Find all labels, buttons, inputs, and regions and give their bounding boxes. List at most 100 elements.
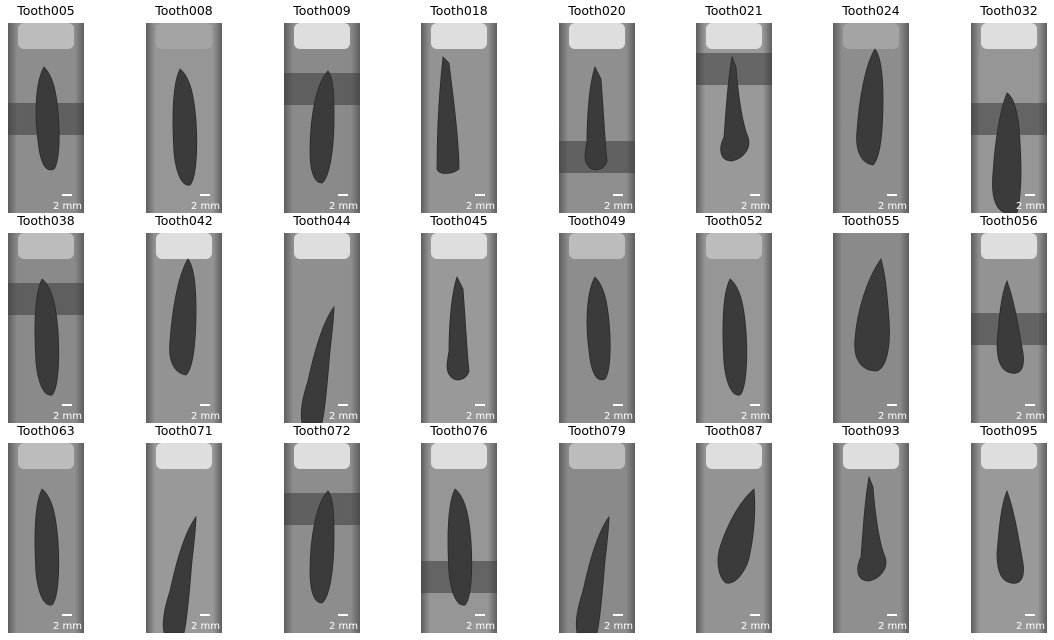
panel-title: Tooth045 bbox=[430, 213, 488, 228]
tooth-panel: Tooth072 2 mm bbox=[284, 423, 360, 633]
scale-bar-label: 2 mm bbox=[877, 411, 907, 422]
panel-title: Tooth042 bbox=[155, 213, 213, 228]
scale-bar-label: 2 mm bbox=[1015, 201, 1045, 212]
tooth-radiograph-image bbox=[696, 443, 772, 633]
scale-bar-label: 2 mm bbox=[740, 201, 770, 212]
tooth-radiograph-image bbox=[146, 443, 222, 633]
tooth-panel: Tooth093 2 mm bbox=[833, 423, 909, 633]
tooth-radiograph-image bbox=[971, 443, 1047, 633]
panel-title: Tooth087 bbox=[705, 423, 763, 438]
tooth-radiograph-image bbox=[146, 23, 222, 213]
scale-bar bbox=[750, 404, 760, 406]
scale-bar-label: 2 mm bbox=[52, 411, 82, 422]
panel-title: Tooth005 bbox=[17, 3, 75, 18]
scale-bar-label: 2 mm bbox=[877, 621, 907, 632]
panel-title: Tooth049 bbox=[568, 213, 626, 228]
tooth-radiograph-image bbox=[146, 233, 222, 423]
panel-title: Tooth072 bbox=[293, 423, 351, 438]
scale-bar-label: 2 mm bbox=[1015, 621, 1045, 632]
tooth-radiograph-image bbox=[8, 23, 84, 213]
tooth-radiograph-image bbox=[696, 23, 772, 213]
scale-bar-label: 2 mm bbox=[740, 411, 770, 422]
scale-bar bbox=[62, 404, 72, 406]
scale-bar bbox=[62, 194, 72, 196]
scale-bar bbox=[475, 614, 485, 616]
panel-title: Tooth044 bbox=[293, 213, 351, 228]
tooth-panel: Tooth009 2 mm bbox=[284, 3, 360, 213]
panel-title: Tooth063 bbox=[17, 423, 75, 438]
tooth-panel: Tooth005 2 mm bbox=[8, 3, 84, 213]
panel-title: Tooth079 bbox=[568, 423, 626, 438]
tooth-radiograph-image bbox=[284, 23, 360, 213]
panel-title: Tooth095 bbox=[980, 423, 1038, 438]
scale-bar bbox=[475, 194, 485, 196]
tooth-panel: Tooth008 2 mm bbox=[146, 3, 222, 213]
scale-bar-label: 2 mm bbox=[328, 411, 358, 422]
scale-bar bbox=[338, 404, 348, 406]
tooth-radiograph-image bbox=[284, 233, 360, 423]
tooth-radiograph-image bbox=[421, 443, 497, 633]
scale-bar-label: 2 mm bbox=[190, 621, 220, 632]
scale-bar bbox=[1025, 404, 1035, 406]
tooth-radiograph-image bbox=[559, 233, 635, 423]
tooth-radiograph-image bbox=[421, 23, 497, 213]
scale-bar bbox=[338, 194, 348, 196]
tooth-radiograph-image bbox=[559, 443, 635, 633]
tooth-radiograph-image bbox=[421, 233, 497, 423]
scale-bar-label: 2 mm bbox=[52, 201, 82, 212]
scale-bar-label: 2 mm bbox=[1015, 411, 1045, 422]
panel-title: Tooth093 bbox=[842, 423, 900, 438]
tooth-radiograph-image bbox=[8, 233, 84, 423]
scale-bar bbox=[200, 614, 210, 616]
scale-bar bbox=[475, 404, 485, 406]
scale-bar bbox=[750, 614, 760, 616]
panel-title: Tooth055 bbox=[842, 213, 900, 228]
scale-bar-label: 2 mm bbox=[190, 201, 220, 212]
panel-title: Tooth024 bbox=[842, 3, 900, 18]
tooth-panel: Tooth042 2 mm bbox=[146, 213, 222, 423]
tooth-radiograph-image bbox=[833, 233, 909, 423]
scale-bar bbox=[613, 404, 623, 406]
tooth-radiograph-image bbox=[559, 23, 635, 213]
tooth-panel: Tooth095 2 mm bbox=[971, 423, 1047, 633]
panel-title: Tooth008 bbox=[155, 3, 213, 18]
tooth-panel: Tooth044 2 mm bbox=[284, 213, 360, 423]
scale-bar bbox=[200, 404, 210, 406]
tooth-radiograph-image bbox=[971, 233, 1047, 423]
scale-bar bbox=[887, 194, 897, 196]
scale-bar bbox=[613, 614, 623, 616]
tooth-panel: Tooth052 2 mm bbox=[696, 213, 772, 423]
tooth-panel: Tooth045 2 mm bbox=[421, 213, 497, 423]
panel-title: Tooth038 bbox=[17, 213, 75, 228]
panel-title: Tooth056 bbox=[980, 213, 1038, 228]
tooth-radiograph-image bbox=[696, 233, 772, 423]
tooth-panel: Tooth049 2 mm bbox=[559, 213, 635, 423]
scale-bar-label: 2 mm bbox=[740, 621, 770, 632]
scale-bar-label: 2 mm bbox=[603, 621, 633, 632]
scale-bar-label: 2 mm bbox=[190, 411, 220, 422]
scale-bar-label: 2 mm bbox=[465, 621, 495, 632]
scale-bar bbox=[887, 614, 897, 616]
tooth-panel: Tooth038 2 mm bbox=[8, 213, 84, 423]
tooth-panel: Tooth020 2 mm bbox=[559, 3, 635, 213]
panel-title: Tooth076 bbox=[430, 423, 488, 438]
scale-bar-label: 2 mm bbox=[465, 201, 495, 212]
tooth-radiograph-image bbox=[833, 443, 909, 633]
scale-bar-label: 2 mm bbox=[603, 201, 633, 212]
tooth-panel: Tooth021 2 mm bbox=[696, 3, 772, 213]
panel-title: Tooth020 bbox=[568, 3, 626, 18]
scale-bar bbox=[62, 614, 72, 616]
tooth-panel: Tooth079 2 mm bbox=[559, 423, 635, 633]
scale-bar-label: 2 mm bbox=[877, 201, 907, 212]
scale-bar bbox=[200, 194, 210, 196]
tooth-panel: Tooth087 2 mm bbox=[696, 423, 772, 633]
panel-title: Tooth052 bbox=[705, 213, 763, 228]
tooth-panel: Tooth056 2 mm bbox=[971, 213, 1047, 423]
scale-bar bbox=[613, 194, 623, 196]
tooth-radiograph-image bbox=[8, 443, 84, 633]
tooth-panel: Tooth032 2 mm bbox=[971, 3, 1047, 213]
tooth-panel: Tooth018 2 mm bbox=[421, 3, 497, 213]
tooth-panel: Tooth063 2 mm bbox=[8, 423, 84, 633]
tooth-radiograph-image bbox=[833, 23, 909, 213]
scale-bar bbox=[1025, 194, 1035, 196]
